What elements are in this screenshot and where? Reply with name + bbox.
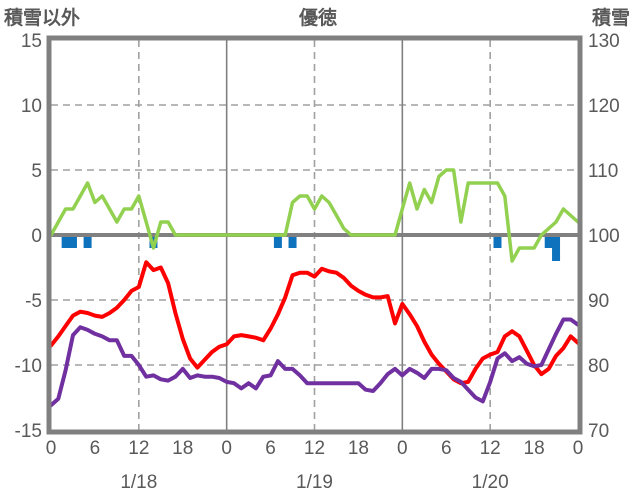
right-axis-tick-label: 100: [588, 226, 620, 247]
left-axis-title: 積雪以外: [4, 8, 81, 29]
x-axis-hour-label: 18: [172, 438, 193, 459]
right-axis-tick-label: 70: [588, 421, 609, 442]
x-axis-hour-label: 18: [348, 438, 369, 459]
chart-title: 優徳: [298, 8, 337, 29]
series-line-purple: [49, 317, 580, 408]
series-line-green: [49, 168, 580, 263]
snowfall-bar: [61, 237, 70, 248]
snowfall-bar: [68, 237, 77, 248]
x-axis-date-label: 1/19: [296, 472, 333, 493]
left-axis-tick-label: 15: [21, 31, 42, 52]
x-axis-hour-label: 6: [90, 438, 101, 459]
right-axis-tick-label: 90: [588, 291, 609, 312]
snowfall-bar: [552, 237, 561, 261]
left-axis-tick-label: 10: [21, 96, 42, 117]
x-axis-hour-label: 0: [221, 438, 232, 459]
x-axis-hour-label: 6: [265, 438, 276, 459]
x-axis-hour-label: 12: [304, 438, 325, 459]
right-axis-title: 積雪: [591, 8, 630, 29]
snowfall-bar: [288, 237, 297, 248]
series-line-red: [49, 260, 580, 386]
x-axis-date-label: 1/20: [472, 472, 509, 493]
left-axis-tick-label: 5: [31, 161, 42, 182]
plot-border: [46, 35, 583, 435]
left-axis-tick-label: -5: [25, 291, 42, 312]
snowfall-bar: [493, 237, 502, 248]
x-axis-date-label: 1/18: [120, 472, 157, 493]
x-axis-hour-label: 6: [441, 438, 452, 459]
left-axis-tick-label: 0: [31, 226, 42, 247]
x-axis-hour-label: 12: [480, 438, 501, 459]
x-axis-hour-label: 0: [573, 438, 584, 459]
left-axis-tick-label: -10: [15, 356, 42, 377]
right-axis-tick-label: 120: [588, 96, 620, 117]
x-axis-hour-label: 18: [524, 438, 545, 459]
x-axis-hour-label: 0: [397, 438, 408, 459]
snowfall-bar: [544, 237, 553, 248]
right-axis-tick-label: 110: [588, 161, 618, 182]
x-axis-hour-label: 0: [46, 438, 57, 459]
right-axis-tick-label: 80: [588, 356, 609, 377]
snowfall-bar: [83, 237, 92, 248]
snowfall-bar: [273, 237, 282, 248]
right-axis-tick-label: 130: [588, 31, 620, 52]
x-axis-hour-label: 12: [128, 438, 149, 459]
left-axis-tick-label: -15: [15, 421, 42, 442]
